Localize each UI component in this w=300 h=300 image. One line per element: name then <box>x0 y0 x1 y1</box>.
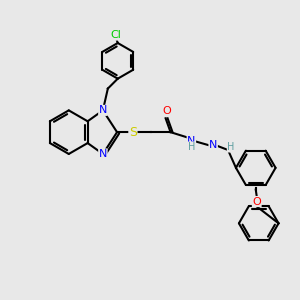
Text: H: H <box>188 142 195 152</box>
Text: Cl: Cl <box>110 30 121 40</box>
Text: H: H <box>227 142 235 152</box>
Text: N: N <box>99 105 107 116</box>
Text: N: N <box>99 149 107 159</box>
Text: N: N <box>187 136 196 146</box>
Text: O: O <box>162 106 171 116</box>
Text: S: S <box>129 126 137 139</box>
Text: O: O <box>252 196 261 206</box>
Text: N: N <box>209 140 217 150</box>
